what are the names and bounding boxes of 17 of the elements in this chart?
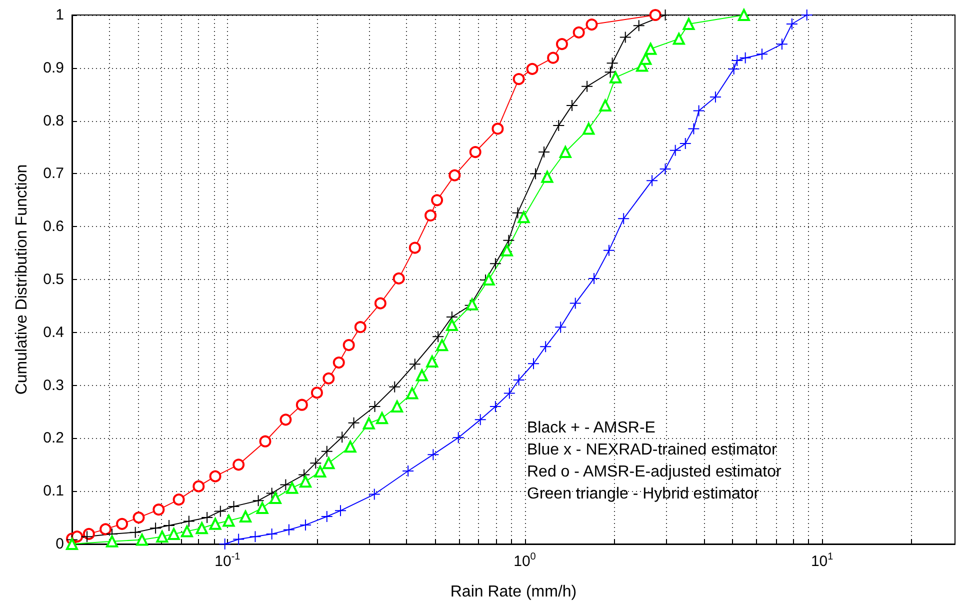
annotation: Green triangle - Hybrid estimator — [527, 486, 760, 502]
y-tick-label: 0.7 — [43, 165, 64, 182]
x-axis-title: Rain Rate (mm/h) — [450, 584, 577, 600]
y-tick-label: 0.4 — [43, 324, 64, 341]
y-tick-label: 0.8 — [43, 112, 64, 130]
y-tick-label: 0.6 — [43, 218, 64, 236]
y-tick-label: 0.5 — [43, 271, 64, 288]
y-tick-label: 0.9 — [43, 59, 64, 76]
y-tick-label: 0 — [56, 536, 64, 552]
y-tick-label: 1 — [56, 6, 64, 24]
y-axis-title: Cumulative Distribution Function — [14, 164, 30, 395]
annotation: Blue x - NEXRAD-trained estimator — [527, 442, 778, 458]
annotation: Black + - AMSR-E — [527, 420, 656, 436]
y-tick-label: 0.3 — [43, 376, 64, 394]
y-tick-label: 0.1 — [43, 482, 64, 500]
annotation: Red o - AMSR-E-adjusted estimator — [527, 464, 782, 480]
y-tick-label: 0.2 — [43, 430, 64, 447]
